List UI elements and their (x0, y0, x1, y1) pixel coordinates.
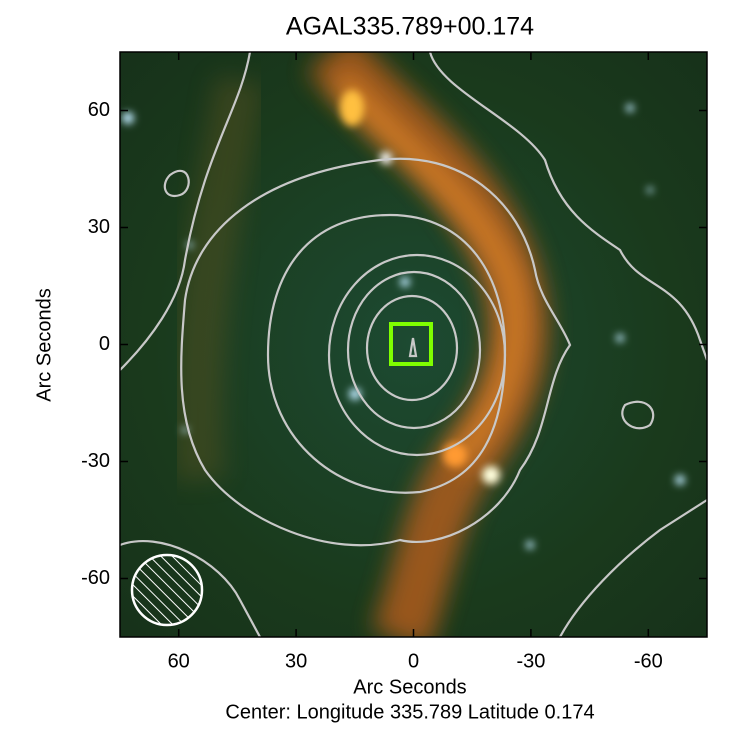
y-tick-label: -30 (81, 450, 110, 472)
x-tick-label: 30 (285, 650, 307, 672)
x-tick-label: 0 (408, 650, 419, 672)
chart-title: AGAL335.789+00.174 (286, 13, 534, 41)
y-tick-label: -60 (81, 567, 110, 589)
x-tick-label: 60 (168, 650, 190, 672)
caption: Center: Longitude 335.789 Latitude 0.174 (225, 701, 594, 723)
x-tick-label: -60 (634, 650, 663, 672)
y-tick-label: 30 (88, 216, 110, 238)
x-tick-label: -30 (516, 650, 545, 672)
y-tick-label: 0 (99, 333, 110, 355)
axes: 60 30 0 -30 -60 -60 -30 0 30 60 (81, 52, 707, 672)
y-axis-label: Arc Seconds (33, 288, 55, 401)
x-axis-label: Arc Seconds (353, 676, 466, 698)
sky-image (120, 52, 707, 637)
y-tick-label: 60 (88, 99, 110, 121)
